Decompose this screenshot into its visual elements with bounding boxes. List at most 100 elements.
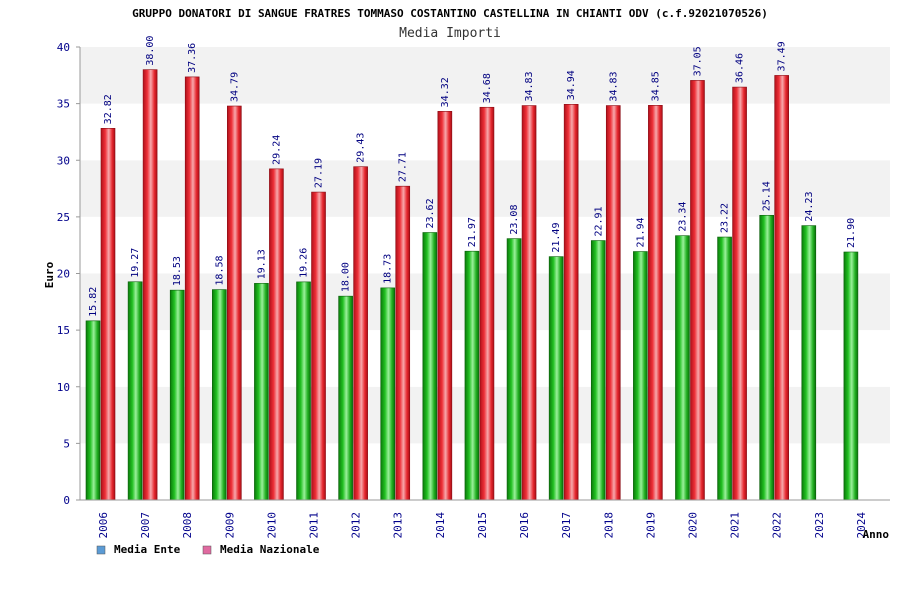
data-label: 37.49	[777, 41, 788, 71]
data-label: 24.23	[804, 191, 815, 221]
bar-media-nazionale-2021	[732, 86, 747, 501]
x-tick-label: 2016	[518, 512, 531, 539]
bar-media-nazionale-2009	[227, 105, 242, 501]
data-label: 21.94	[635, 217, 646, 247]
y-axis-ticks: 0 5 10 15 20 25 30 35 40	[57, 41, 80, 507]
y-tick-label: 10	[57, 381, 70, 394]
y-tick-label: 15	[57, 324, 70, 337]
data-label: 32.82	[103, 94, 114, 124]
x-axis-ticks: 2006 2007 2008 2009 2010 2011 2012 2013 2014 2015…	[97, 512, 868, 539]
bar-media-ente-2024	[843, 251, 859, 501]
data-label: 18.00	[341, 262, 352, 292]
x-tick-label: 2017	[560, 512, 573, 539]
y-tick-label: 35	[57, 98, 70, 111]
y-tick-label: 40	[57, 41, 70, 54]
bar-media-ente-2011	[296, 281, 311, 501]
data-label: 37.05	[692, 46, 703, 76]
x-tick-label: 2008	[181, 512, 194, 539]
bar-media-ente-2017	[548, 256, 564, 501]
bar-media-ente-2010	[254, 283, 269, 501]
bar-media-ente-2021	[717, 236, 732, 501]
grid-band	[80, 47, 890, 104]
x-tick-label: 2006	[97, 512, 110, 539]
x-tick-label: 2023	[813, 512, 826, 539]
bar-media-ente-2020	[675, 235, 690, 501]
x-tick-label: 2011	[308, 512, 321, 539]
bar-media-nazionale-2015	[479, 106, 495, 501]
data-label: 37.36	[187, 43, 198, 73]
bar-media-ente-2009	[212, 289, 227, 501]
bar-media-ente-2022	[759, 214, 774, 501]
data-label: 23.22	[720, 203, 731, 233]
bar-media-ente-2015	[464, 250, 480, 501]
bar-media-nazionale-2017	[563, 104, 579, 501]
y-tick-label: 5	[63, 437, 70, 450]
data-labels: 15.82 32.82 19.27 38.00 18.53 37.36 18.58 34.79…	[88, 36, 857, 317]
bar-media-ente-2023	[801, 225, 817, 501]
data-label: 34.94	[566, 70, 577, 100]
x-tick-label: 2022	[771, 512, 784, 539]
data-label: 34.32	[440, 77, 451, 107]
bar-media-nazionale-2022	[774, 75, 789, 501]
legend-swatch-media-ente	[96, 545, 106, 555]
bar-media-nazionale-2013	[395, 185, 411, 501]
bar-media-ente-2007	[127, 281, 143, 501]
y-tick-label: 20	[57, 268, 70, 281]
data-label: 29.24	[271, 135, 282, 165]
x-tick-label: 2015	[476, 512, 489, 539]
data-label: 21.90	[846, 218, 857, 248]
x-tick-label: 2010	[265, 512, 278, 539]
bar-media-nazionale-2014	[437, 111, 453, 501]
y-tick-label: 25	[57, 211, 70, 224]
data-label: 19.13	[256, 249, 267, 279]
data-label: 25.14	[762, 181, 773, 211]
bar-media-nazionale-2011	[311, 191, 326, 501]
bar-media-ente-2013	[380, 287, 396, 501]
data-label: 34.79	[229, 72, 240, 102]
data-label: 22.91	[593, 206, 604, 236]
legend-label-media-nazionale: Media Nazionale	[220, 543, 320, 556]
x-tick-label: 2014	[434, 512, 447, 539]
bar-media-ente-2012	[338, 295, 353, 501]
data-label: 34.85	[650, 71, 661, 101]
x-tick-label: 2024	[855, 512, 868, 539]
data-label: 34.68	[482, 73, 493, 103]
bar-media-nazionale-2008	[184, 76, 200, 501]
bar-media-ente-2014	[422, 232, 438, 501]
bar-media-nazionale-2016	[521, 105, 537, 501]
bar-media-ente-2008	[169, 289, 185, 501]
data-label: 34.83	[608, 71, 619, 101]
bar-media-nazionale-2006	[100, 128, 116, 501]
y-tick-label: 0	[63, 494, 70, 507]
y-tick-label: 30	[57, 154, 70, 167]
data-label: 18.58	[214, 255, 225, 285]
legend: Media Ente Media Nazionale	[96, 543, 320, 556]
data-label: 34.83	[524, 71, 535, 101]
y-axis-label: Euro	[43, 261, 56, 288]
data-label: 23.08	[509, 205, 520, 235]
bar-media-nazionale-2020	[690, 80, 705, 501]
data-label: 19.27	[130, 248, 141, 278]
x-tick-label: 2021	[729, 512, 742, 539]
bar-media-ente-2006	[85, 320, 101, 501]
x-tick-label: 2012	[350, 512, 363, 539]
legend-label-media-ente: Media Ente	[114, 543, 181, 556]
chart-subtitle: Media Importi	[399, 26, 501, 41]
x-axis-label: Anno	[863, 528, 890, 541]
x-tick-label: 2007	[139, 512, 152, 539]
data-label: 29.43	[356, 133, 367, 163]
bar-media-ente-2018	[590, 240, 606, 501]
data-label: 27.19	[314, 158, 325, 188]
bar-media-nazionale-2019	[648, 105, 663, 501]
bar-media-nazionale-2010	[269, 168, 284, 501]
data-label: 19.26	[299, 248, 310, 278]
data-label: 15.82	[88, 287, 99, 317]
data-label: 36.46	[735, 53, 746, 83]
x-tick-label: 2020	[686, 512, 699, 539]
bar-media-nazionale-2007	[142, 69, 158, 501]
data-label: 38.00	[145, 36, 156, 66]
data-label: 18.73	[383, 254, 394, 284]
data-label: 23.34	[677, 202, 688, 232]
